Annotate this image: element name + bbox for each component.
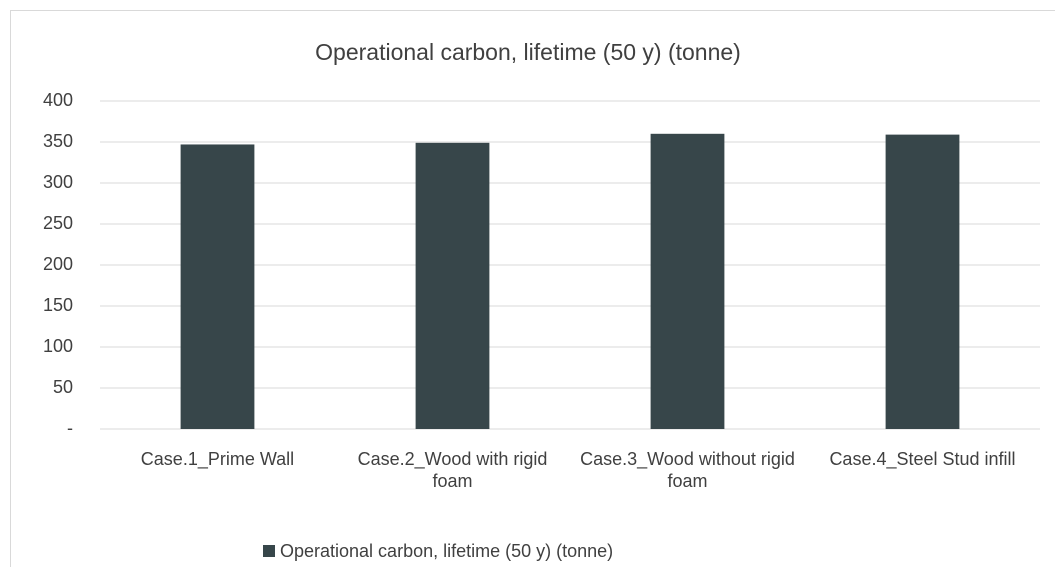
x-tick-label: Case.3_Wood without rigid foam: [580, 449, 795, 491]
legend-label: Operational carbon, lifetime (50 y) (ton…: [280, 541, 613, 561]
y-tick-label: 100: [43, 336, 73, 356]
x-tick-label: Case.2_Wood with rigid foam: [357, 449, 548, 491]
x-tick-label: Case.4_Steel Stud infill: [829, 449, 1016, 469]
y-tick-label: 150: [43, 295, 73, 315]
chart-title: Operational carbon, lifetime (50 y) (ton…: [315, 39, 741, 65]
chart-border: [10, 10, 1055, 567]
y-tick-label: 350: [43, 131, 73, 151]
y-tick-label: 400: [43, 90, 73, 110]
bar: [650, 133, 725, 430]
bar: [415, 142, 490, 429]
bar: [885, 134, 960, 429]
y-tick-label: 50: [53, 377, 73, 397]
y-tick-label: -: [67, 418, 73, 438]
legend-marker: [263, 545, 275, 557]
y-tick-label: 200: [43, 254, 73, 274]
x-tick-label: Case.1_Prime Wall: [140, 449, 295, 469]
y-tick-label: 250: [43, 213, 73, 233]
y-tick-label: 300: [43, 172, 73, 192]
bar: [180, 144, 255, 429]
